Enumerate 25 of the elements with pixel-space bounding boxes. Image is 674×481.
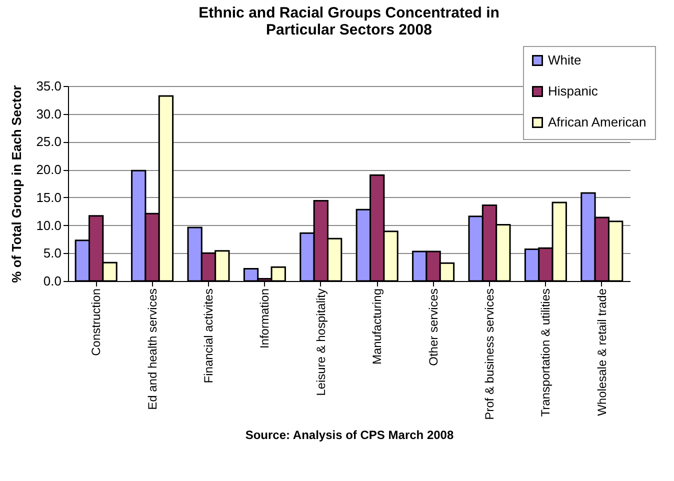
x-tick-label: Transportation & utilities: [538, 288, 553, 417]
y-tick-label: 15.0: [36, 190, 62, 205]
legend-label: African American: [548, 114, 646, 130]
x-tick-label: Leisure & hospitality: [314, 288, 328, 396]
source-note: Source: Analysis of CPS March 2008: [245, 428, 454, 442]
x-tick-label: Information: [258, 288, 272, 349]
x-tick-label: Construction: [89, 288, 104, 356]
x-tick-label: Financial activites: [202, 288, 216, 384]
y-tick-label: 5.0: [43, 246, 62, 261]
y-tick-label: 35.0: [36, 78, 62, 94]
y-tick-label: 25.0: [36, 134, 62, 150]
x-tick-label: Prof & business services: [482, 288, 496, 420]
x-tick-label: Wholesale & retail trade: [594, 288, 609, 416]
y-tick-label: 20.0: [36, 162, 62, 178]
x-tick-label: Other services: [426, 288, 440, 366]
y-tick-label: 0.0: [43, 274, 62, 288]
text: Ethnic and Racial Groups Concentrated in: [198, 4, 500, 22]
y-tick-label: 30.0: [36, 106, 62, 122]
legend-label: White: [548, 52, 582, 68]
x-tick-label: Manufacturing: [370, 288, 384, 365]
text: Particular Sectors 2008: [266, 22, 432, 38]
x-tick-label: Ed and health services: [145, 288, 160, 410]
y-axis-title: % of Total Group in Each Sector: [9, 85, 24, 283]
y-tick-label: 10.0: [36, 218, 62, 233]
legend-label: Hispanic: [548, 84, 598, 98]
